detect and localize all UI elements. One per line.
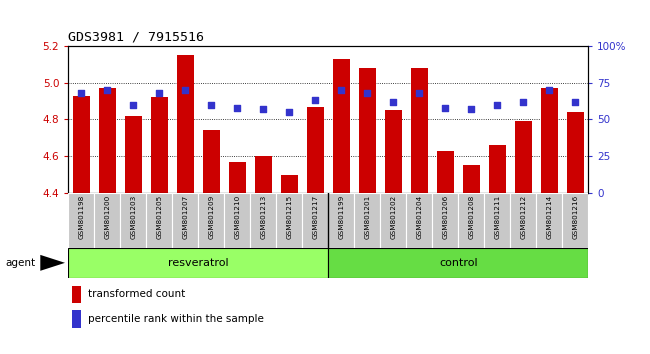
Text: GSM801199: GSM801199 [338,195,344,239]
Text: GSM801206: GSM801206 [442,195,448,239]
Text: GSM801200: GSM801200 [104,195,110,239]
Bar [120,193,146,248]
Bar [510,193,536,248]
Point [414,90,424,96]
Bar [354,193,380,248]
Point [310,98,320,103]
Text: GSM801217: GSM801217 [312,195,318,239]
Bar [276,193,302,248]
Bar [437,151,454,193]
Bar [536,193,562,248]
Bar [281,175,298,193]
Bar [99,88,116,193]
Text: GSM801210: GSM801210 [234,195,240,239]
Point [180,87,190,93]
Point [258,106,268,112]
Bar [146,193,172,248]
Bar [302,193,328,248]
Bar [562,193,588,248]
Text: GSM801212: GSM801212 [520,195,526,239]
Bar [125,116,142,193]
Bar [224,193,250,248]
Text: GSM801202: GSM801202 [390,195,396,239]
Bar [177,55,194,193]
Bar [385,110,402,193]
Point [76,90,86,96]
Text: GSM801198: GSM801198 [78,195,84,239]
Text: transformed count: transformed count [88,289,185,299]
Bar [489,145,506,193]
Bar [72,286,81,303]
Point [440,105,450,110]
Polygon shape [40,255,65,271]
Bar [68,248,328,278]
Text: agent: agent [5,258,35,268]
Text: GSM801215: GSM801215 [286,195,292,239]
Text: GSM801209: GSM801209 [208,195,214,239]
Point [492,102,502,108]
Bar [198,193,224,248]
Bar [411,68,428,193]
Text: GSM801201: GSM801201 [364,195,370,239]
Bar [172,193,198,248]
Bar [68,193,94,248]
Point [102,87,112,93]
Text: GSM801216: GSM801216 [572,195,578,239]
Text: GSM801208: GSM801208 [468,195,474,239]
Point [232,105,242,110]
Bar [328,248,588,278]
Point [544,87,554,93]
Bar [72,310,81,328]
Bar [458,193,484,248]
Bar [151,97,168,193]
Bar [515,121,532,193]
Text: GSM801205: GSM801205 [156,195,162,239]
Bar [250,193,276,248]
Bar [328,193,354,248]
Point [336,87,346,93]
Bar [73,96,90,193]
Point [570,99,580,105]
Text: GSM801214: GSM801214 [546,195,552,239]
Text: GSM801207: GSM801207 [182,195,188,239]
Point [284,109,294,115]
Bar [359,68,376,193]
Bar [484,193,510,248]
Text: GSM801203: GSM801203 [130,195,136,239]
Point [388,99,398,105]
Point [206,102,216,108]
Bar [541,88,558,193]
Point [128,102,138,108]
Point [518,99,528,105]
Text: GDS3981 / 7915516: GDS3981 / 7915516 [68,30,204,44]
Bar [463,165,480,193]
Bar [333,59,350,193]
Point [362,90,372,96]
Point [466,106,476,112]
Text: GSM801213: GSM801213 [260,195,266,239]
Bar [406,193,432,248]
Bar [255,156,272,193]
Text: GSM801211: GSM801211 [494,195,500,239]
Bar [94,193,120,248]
Text: resveratrol: resveratrol [168,258,229,268]
Bar [307,107,324,193]
Text: GSM801204: GSM801204 [416,195,422,239]
Bar [380,193,406,248]
Point [154,90,164,96]
Bar [567,112,584,193]
Bar [432,193,458,248]
Bar [229,162,246,193]
Text: percentile rank within the sample: percentile rank within the sample [88,314,264,324]
Bar [203,131,220,193]
Text: control: control [439,258,478,268]
